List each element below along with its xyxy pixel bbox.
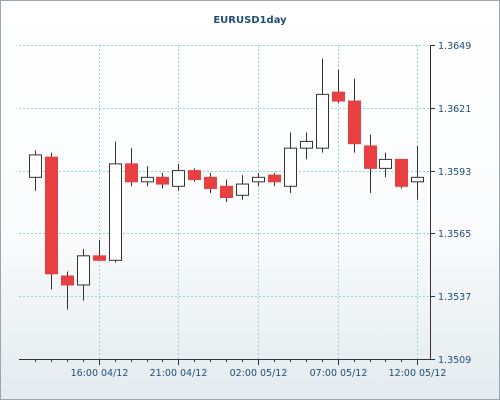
candle xyxy=(172,163,185,191)
candle-body xyxy=(109,163,122,261)
y-tick-label: 1.3593 xyxy=(438,167,471,178)
axes xyxy=(19,45,435,365)
candle xyxy=(61,271,74,310)
candle xyxy=(109,141,122,263)
candle-body xyxy=(204,176,217,190)
candle xyxy=(379,152,392,178)
candle xyxy=(316,58,329,153)
candle-body xyxy=(364,145,377,169)
candle-body xyxy=(300,140,313,149)
candle-body xyxy=(348,100,361,145)
candle-body xyxy=(77,255,90,286)
x-tick-label: 12:00 05/12 xyxy=(389,368,447,379)
candle xyxy=(411,145,424,200)
plot-area xyxy=(19,45,430,359)
x-tick-label: 07:00 05/12 xyxy=(310,368,368,379)
candle xyxy=(395,158,408,189)
chart-title: EURUSD1day xyxy=(213,15,287,26)
candle xyxy=(188,168,201,182)
candle-body xyxy=(236,183,249,196)
y-tick-label: 1.3621 xyxy=(438,104,471,115)
x-tick-labels: 16:00 04/12 21:00 04/12 02:00 05/12 07:00 0… xyxy=(71,368,447,379)
candle xyxy=(252,172,265,187)
candle xyxy=(29,150,42,191)
candle-body xyxy=(395,158,408,187)
candle-body xyxy=(411,176,424,183)
candle xyxy=(236,175,249,200)
candle xyxy=(348,78,361,153)
candle-body xyxy=(29,154,42,178)
candle xyxy=(156,172,169,189)
candle xyxy=(77,249,90,301)
candle-body xyxy=(156,176,169,185)
candle xyxy=(300,132,313,160)
x-tick-label: 02:00 05/12 xyxy=(230,368,288,379)
candle-body xyxy=(268,174,281,183)
candle xyxy=(45,152,58,290)
candle-body xyxy=(45,156,58,275)
candle xyxy=(141,166,154,187)
x-tick-label: 21:00 04/12 xyxy=(150,368,208,379)
y-tick-labels: 1.3649 1.3621 1.3593 1.3565 1.3537 1.3509 xyxy=(438,41,471,366)
candle-body xyxy=(172,170,185,187)
candle-body xyxy=(220,185,233,199)
candle-body xyxy=(141,176,154,183)
candle xyxy=(125,148,138,187)
candle xyxy=(284,132,297,194)
candle xyxy=(204,172,217,194)
x-tick-label: 16:00 04/12 xyxy=(71,368,129,379)
candle-body xyxy=(125,163,138,183)
grid-lines xyxy=(19,45,430,359)
y-tick-label: 1.3509 xyxy=(438,355,471,366)
candle xyxy=(332,69,345,104)
y-tick-label: 1.3537 xyxy=(438,292,471,303)
candle xyxy=(268,172,281,187)
candle-body xyxy=(379,158,392,169)
candle-body xyxy=(93,255,106,261)
candle xyxy=(364,134,377,194)
candle-body xyxy=(61,275,74,286)
candle-body xyxy=(252,176,265,183)
candle xyxy=(93,240,106,261)
candle-body xyxy=(284,147,297,187)
candle-body xyxy=(188,170,201,181)
y-tick-label: 1.3565 xyxy=(438,229,471,240)
candle-body xyxy=(316,93,329,149)
candle-body xyxy=(332,91,345,102)
candles xyxy=(29,58,424,310)
y-tick-label: 1.3649 xyxy=(438,41,471,52)
candle xyxy=(220,179,233,202)
